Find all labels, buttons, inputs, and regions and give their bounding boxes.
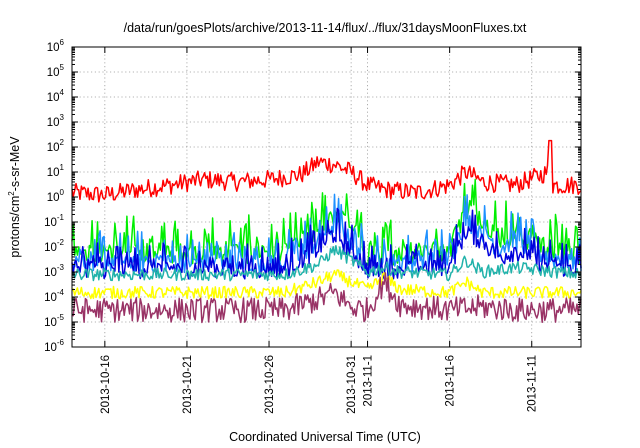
x-tick-label: 2013-11-6 — [445, 355, 457, 407]
y-axis-label: protons/cm2-s-sr-MeV — [7, 136, 22, 258]
series-line-6 — [71, 269, 582, 300]
x-axis-label: Coordinated Universal Time (UTC) — [229, 430, 421, 444]
x-tick-label: 2013-11-11 — [527, 355, 539, 412]
data-series — [71, 139, 582, 324]
y-tick-label: 10-2 — [44, 238, 64, 254]
y-tick-label: 104 — [47, 88, 65, 104]
y-tick-label: 101 — [47, 163, 65, 179]
y-tick-label: 102 — [47, 138, 65, 154]
series-line-5 — [71, 245, 582, 282]
series-line-7 — [71, 272, 582, 324]
y-tick-label: 105 — [47, 63, 65, 79]
y-tick-label: 10-4 — [44, 288, 64, 304]
y-tick-label: 100 — [47, 188, 65, 204]
x-tick-label: 2013-10-21 — [182, 355, 194, 414]
y-tick-label: 10-6 — [44, 338, 64, 354]
y-tick-label: 10-5 — [44, 313, 64, 329]
x-axis: 2013-10-16 2013-10-21 2013-10-26 2013-10-31… — [100, 47, 539, 414]
y-tick-label: 103 — [47, 113, 65, 129]
y-tick-label: 10-1 — [44, 213, 64, 229]
y-axis-label-rest: -s-sr-MeV — [8, 136, 22, 192]
grid — [72, 47, 581, 347]
y-axis-label-main: protons/cm — [8, 196, 22, 258]
y-axis-label-sup: 2 — [7, 191, 16, 196]
x-tick-label: 2013-10-26 — [264, 355, 276, 414]
y-axis: 10-6 10-5 10-4 10-3 10-2 10-1 100 101 102 103 104 1… — [44, 38, 581, 354]
x-tick-label: 2013-10-16 — [100, 355, 112, 414]
x-tick-label: 2013-10-31 — [346, 355, 358, 414]
y-tick-label: 10-3 — [44, 263, 64, 279]
x-tick-label: 2013-11-1 — [363, 355, 375, 407]
series-line-1 — [71, 139, 582, 203]
chart-title: /data/run/goesPlots/archive/2013-11-14/f… — [124, 21, 527, 35]
y-tick-label: 106 — [47, 38, 65, 54]
